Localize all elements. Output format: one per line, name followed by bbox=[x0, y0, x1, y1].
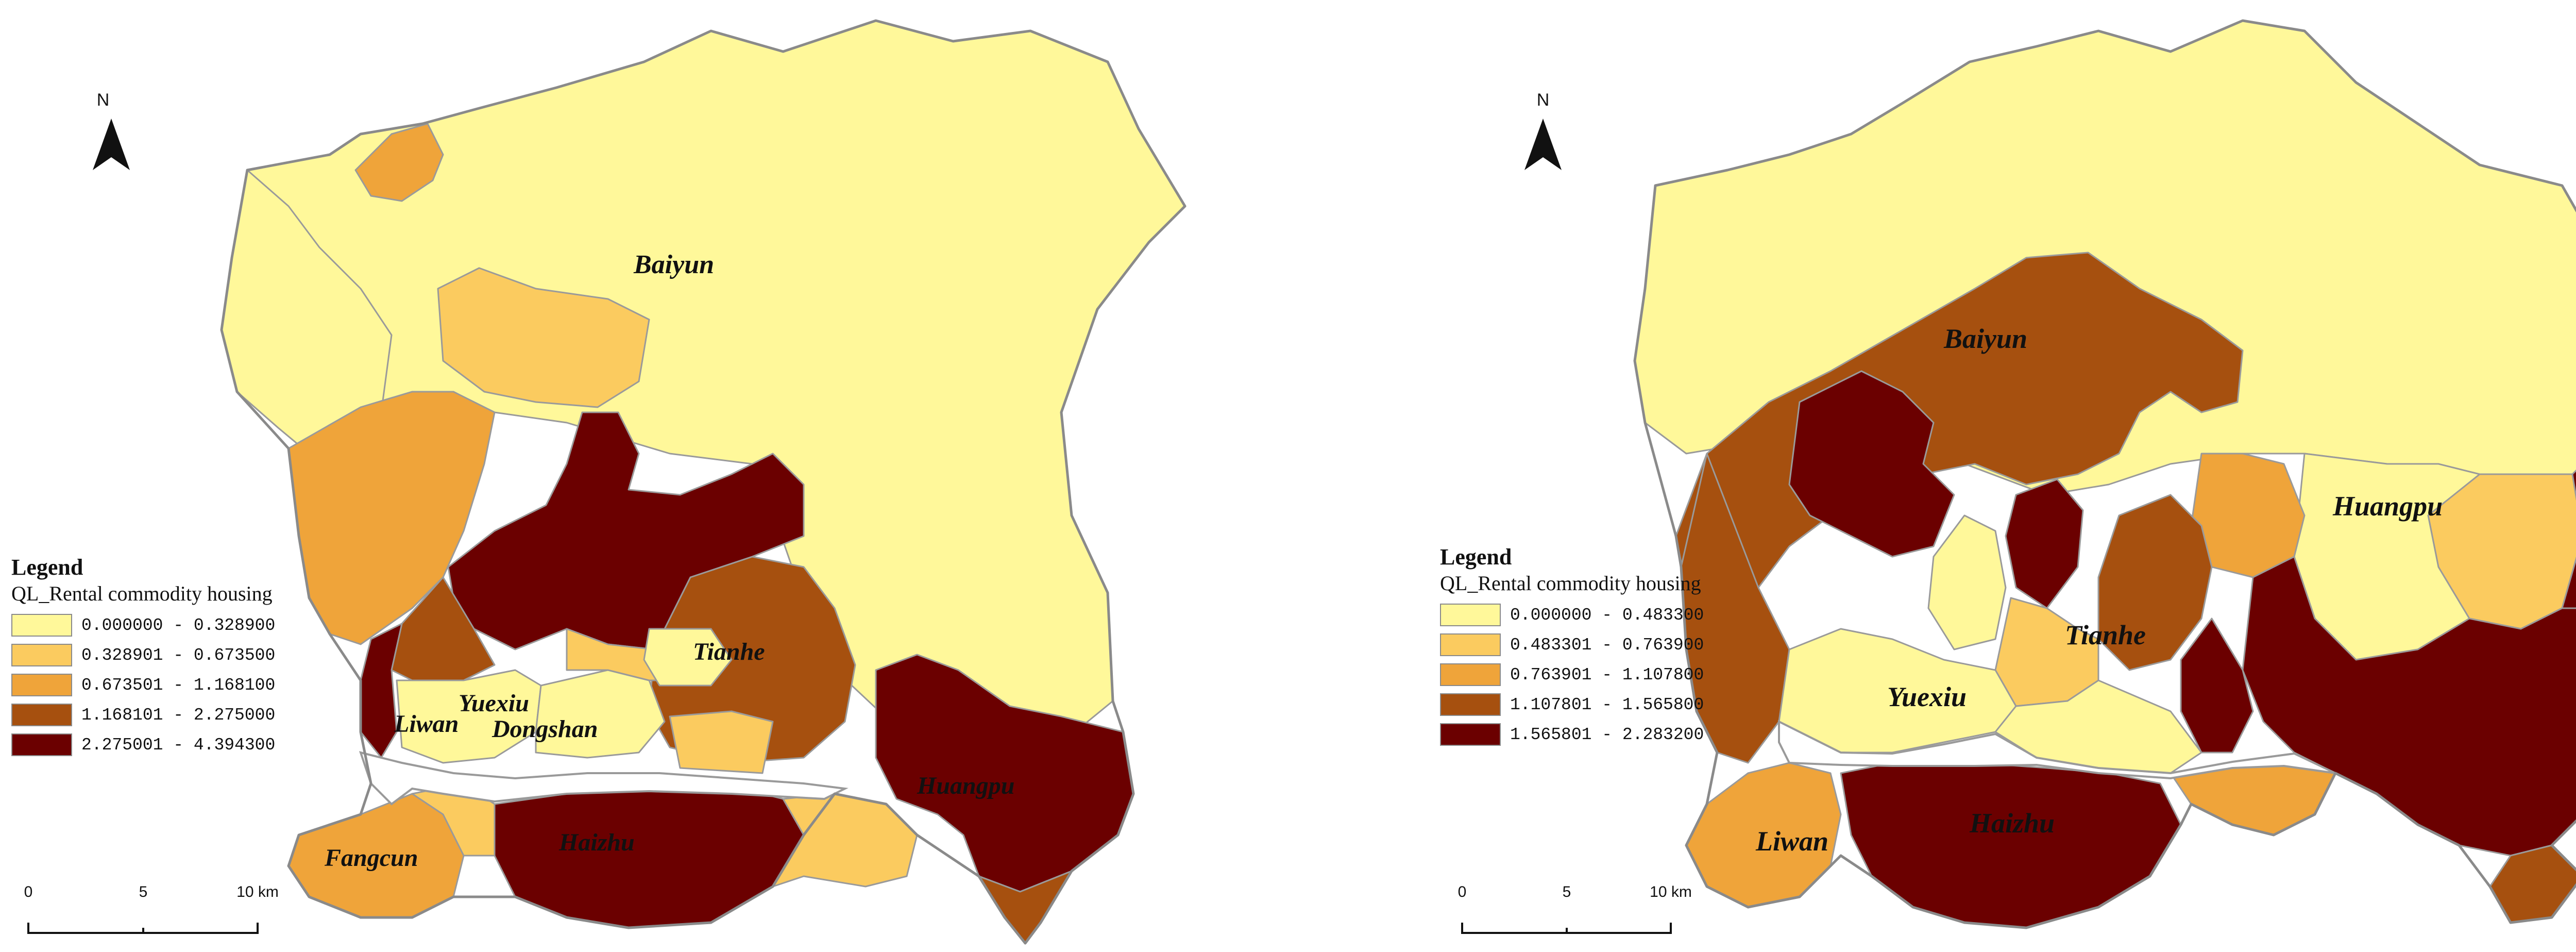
label-haizhu: Haizhu bbox=[558, 829, 635, 856]
right-outer-boundary bbox=[1633, 19, 2576, 929]
legend-row: 0.000000 - 0.483300 bbox=[1440, 600, 1801, 630]
region-haizhu-class5 bbox=[1840, 762, 2182, 929]
legend-swatch bbox=[11, 704, 72, 726]
scale-label-10km: 10 km bbox=[1650, 883, 1692, 900]
legend-row: 1.565801 - 2.283200 bbox=[1440, 720, 1801, 749]
legend-row: 1.107801 - 1.565800 bbox=[1440, 690, 1801, 720]
left-map-panel: Baiyun Tianhe Yuexiu Liwan Dongshan Huan… bbox=[11, 19, 1187, 945]
label-huangpu: Huangpu bbox=[917, 772, 1014, 799]
right-legend: Legend QL_Rental commodity housing 0.000… bbox=[1440, 544, 1801, 749]
legend-field-name: QL_Rental commodity housing bbox=[1440, 572, 1701, 595]
region-baiyun-class4 bbox=[1675, 252, 2244, 620]
legend-row: 0.000000 - 0.328900 bbox=[11, 610, 341, 640]
scale-label-0: 0 bbox=[1458, 883, 1467, 900]
region-north-central-class2 bbox=[437, 267, 650, 408]
legend-swatch bbox=[11, 644, 72, 666]
region-west-strip-class5 bbox=[360, 623, 403, 759]
legend-row: 0.328901 - 0.673500 bbox=[11, 640, 341, 670]
label-dongshan: Dongshan bbox=[492, 715, 598, 743]
legend-swatch bbox=[11, 674, 72, 696]
legend-title: Legend bbox=[1440, 544, 1512, 570]
region-tianhe-east-class5 bbox=[2180, 617, 2254, 754]
legend-range-label: 2.275001 - 4.394300 bbox=[81, 735, 276, 755]
legend-row: 1.168101 - 2.275000 bbox=[11, 700, 341, 730]
legend-range-label: 0.000000 - 0.328900 bbox=[81, 615, 276, 635]
region-northwest-class5 bbox=[1788, 370, 1955, 558]
legend-field-name: QL_Rental commodity housing bbox=[11, 582, 273, 605]
legend-swatch bbox=[1440, 604, 1501, 626]
label-haizhu: Haizhu bbox=[1969, 808, 2055, 839]
left-outer-boundary bbox=[220, 19, 1187, 945]
legend-title: Legend bbox=[11, 555, 83, 580]
region-central-pocket-class1 bbox=[1927, 514, 2007, 650]
legend-row: 0.763901 - 1.107800 bbox=[1440, 660, 1801, 690]
legend-range-label: 1.168101 - 2.275000 bbox=[81, 705, 276, 725]
legend-swatch bbox=[11, 733, 72, 756]
region-tianhe-class1 bbox=[643, 628, 733, 687]
legend-range-label: 0.673501 - 1.168100 bbox=[81, 675, 276, 695]
legend-range-label: 0.763901 - 1.107800 bbox=[1510, 665, 1704, 684]
legend-row: 2.275001 - 4.394300 bbox=[11, 730, 341, 760]
right-choropleth-map: Baiyun Huangpu Tianhe Yuexiu Liwan Haizh… bbox=[1458, 19, 2576, 934]
legend-swatch bbox=[1440, 693, 1501, 716]
legend-swatch bbox=[1440, 723, 1501, 746]
legend-range-label: 1.107801 - 1.565800 bbox=[1510, 695, 1704, 714]
label-tianhe: Tianhe bbox=[2065, 620, 2146, 650]
label-yuexiu: Yuexiu bbox=[1887, 681, 1967, 712]
region-tianhe-class4 bbox=[2097, 494, 2213, 671]
pearl-river bbox=[359, 751, 849, 806]
region-nw-enclave bbox=[354, 123, 444, 202]
north-arrow-icon bbox=[1524, 119, 1562, 170]
north-arrow-icon bbox=[93, 119, 130, 170]
label-huangpu: Huangpu bbox=[2332, 491, 2443, 522]
legend-row: 0.483301 - 0.763900 bbox=[1440, 630, 1801, 660]
right-map-panel: Baiyun Huangpu Tianhe Yuexiu Liwan Haizh… bbox=[1326, 0, 2576, 952]
scale-bar: 0 5 10 km bbox=[24, 883, 279, 934]
left-choropleth-map: Baiyun Tianhe Yuexiu Liwan Dongshan Huan… bbox=[24, 19, 1187, 945]
label-fangcun: Fangcun bbox=[324, 844, 418, 872]
left-legend: Legend QL_Rental commodity housing 0.000… bbox=[11, 554, 341, 760]
legend-range-label: 0.483301 - 0.763900 bbox=[1510, 635, 1704, 655]
legend-swatch bbox=[11, 614, 72, 637]
legend-range-label: 0.000000 - 0.483300 bbox=[1510, 605, 1704, 625]
label-tianhe: Tianhe bbox=[693, 638, 765, 665]
north-label: N bbox=[97, 90, 110, 110]
legend-row: 0.673501 - 1.168100 bbox=[11, 670, 341, 700]
region-central-strip-class5 bbox=[2005, 478, 2084, 609]
scale-label-5: 5 bbox=[139, 883, 148, 900]
region-dongshan bbox=[535, 669, 666, 759]
north-label: N bbox=[1537, 90, 1550, 110]
label-baiyun: Baiyun bbox=[633, 250, 714, 279]
scale-label-10km: 10 km bbox=[236, 883, 279, 900]
scale-label-5: 5 bbox=[1563, 883, 1571, 900]
label-baiyun: Baiyun bbox=[1943, 323, 2027, 354]
legend-swatch bbox=[1440, 663, 1501, 686]
legend-range-label: 1.565801 - 2.283200 bbox=[1510, 725, 1704, 744]
region-central-class5 bbox=[447, 411, 805, 650]
legend-swatch bbox=[1440, 633, 1501, 656]
region-east-strip-class2 bbox=[669, 710, 774, 774]
scale-bar: 0 5 10 km bbox=[1458, 883, 1692, 934]
pearl-river bbox=[1778, 720, 2336, 780]
region-liwan-north-class4 bbox=[391, 576, 496, 687]
label-liwan: Liwan bbox=[1755, 826, 1828, 857]
label-liwan: Liwan bbox=[394, 710, 459, 738]
label-yuexiu: Yuexiu bbox=[459, 690, 529, 717]
scale-label-0: 0 bbox=[24, 883, 33, 900]
legend-range-label: 0.328901 - 0.673500 bbox=[81, 645, 276, 665]
